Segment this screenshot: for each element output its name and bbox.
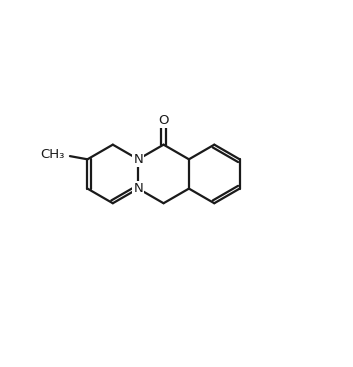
Text: O: O	[158, 114, 169, 127]
Text: CH₃: CH₃	[40, 148, 64, 161]
Text: N: N	[133, 182, 143, 195]
Text: N: N	[133, 153, 143, 166]
